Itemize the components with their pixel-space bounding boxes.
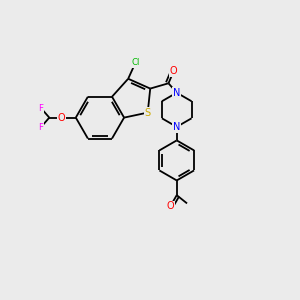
Text: N: N (173, 88, 180, 98)
Text: O: O (58, 112, 65, 123)
Text: F: F (39, 104, 44, 113)
Text: O: O (167, 201, 174, 212)
Text: Cl: Cl (131, 58, 140, 67)
Text: O: O (170, 66, 178, 76)
Text: S: S (145, 108, 151, 118)
Text: F: F (39, 122, 44, 131)
Text: N: N (173, 122, 180, 132)
